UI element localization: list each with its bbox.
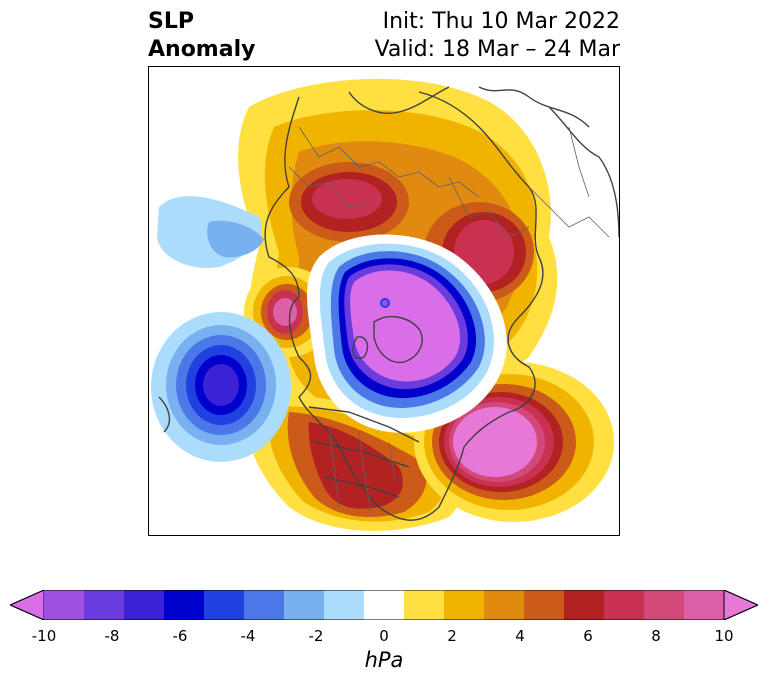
arctic-low xyxy=(350,270,461,382)
colorbar-tick-label: -4 xyxy=(240,627,256,645)
colorbar-swatch xyxy=(604,590,645,620)
colorbar-swatch xyxy=(404,590,445,620)
arctic-low-center xyxy=(382,300,388,306)
colorbar-swatch xyxy=(84,590,125,620)
colorbar-swatch xyxy=(284,590,325,620)
colorbar-extend-max xyxy=(723,590,758,620)
north-america-high xyxy=(308,422,403,509)
colorbar-swatch xyxy=(124,590,165,620)
anomaly-map xyxy=(148,66,620,536)
pacific-low xyxy=(203,364,239,406)
pacific-low xyxy=(207,220,264,258)
colorbar-swatch xyxy=(364,590,405,620)
colorbar-swatch xyxy=(524,590,565,620)
colorbar-tick-label: 8 xyxy=(651,627,661,645)
title-anomaly: Anomaly xyxy=(148,37,256,62)
init-date: Init: Thu 10 Mar 2022 xyxy=(382,9,620,34)
siberia-high xyxy=(312,179,382,219)
country-borders-icon xyxy=(288,126,610,513)
colorbar-swatch xyxy=(164,590,205,620)
colorbar xyxy=(10,590,758,620)
anomaly-map-svg xyxy=(151,78,619,531)
map-title: SLP Anomaly xyxy=(148,8,255,64)
colorbar-tick-label: 10 xyxy=(714,627,734,645)
colorbar-tick-label: 4 xyxy=(515,627,525,645)
colorbar-tick-label: 2 xyxy=(447,627,457,645)
valid-range: Valid: 18 Mar – 24 Mar xyxy=(374,37,620,62)
title-variable: SLP xyxy=(148,9,194,34)
colorbar-swatch xyxy=(484,590,525,620)
colorbar-tick-label: -8 xyxy=(104,627,120,645)
colorbar-swatch xyxy=(204,590,245,620)
colorbar-swatch xyxy=(564,590,605,620)
colorbar-tick-label: 6 xyxy=(583,627,593,645)
atlantic-high xyxy=(453,407,537,477)
colorbar-tick-label: -10 xyxy=(31,627,57,645)
colorbar-tick-label: -6 xyxy=(172,627,188,645)
colorbar-swatch xyxy=(244,590,285,620)
colorbar-swatch xyxy=(444,590,485,620)
colorbar-unit-label: hPa xyxy=(364,648,404,672)
colorbar-swatch xyxy=(44,590,85,620)
colorbar-swatch xyxy=(324,590,365,620)
coastlines-icon xyxy=(158,86,619,521)
colorbar-tick-label: -2 xyxy=(308,627,324,645)
forecast-dates: Init: Thu 10 Mar 2022 Valid: 18 Mar – 24… xyxy=(375,8,620,64)
colorbar-swatch xyxy=(644,590,685,620)
negative-anomaly-layer xyxy=(151,196,507,462)
colorbar-swatch xyxy=(684,590,725,620)
colorbar-extend-min xyxy=(10,590,45,620)
colorbar-tick-label: 0 xyxy=(379,627,389,645)
alaska-high xyxy=(273,298,297,326)
